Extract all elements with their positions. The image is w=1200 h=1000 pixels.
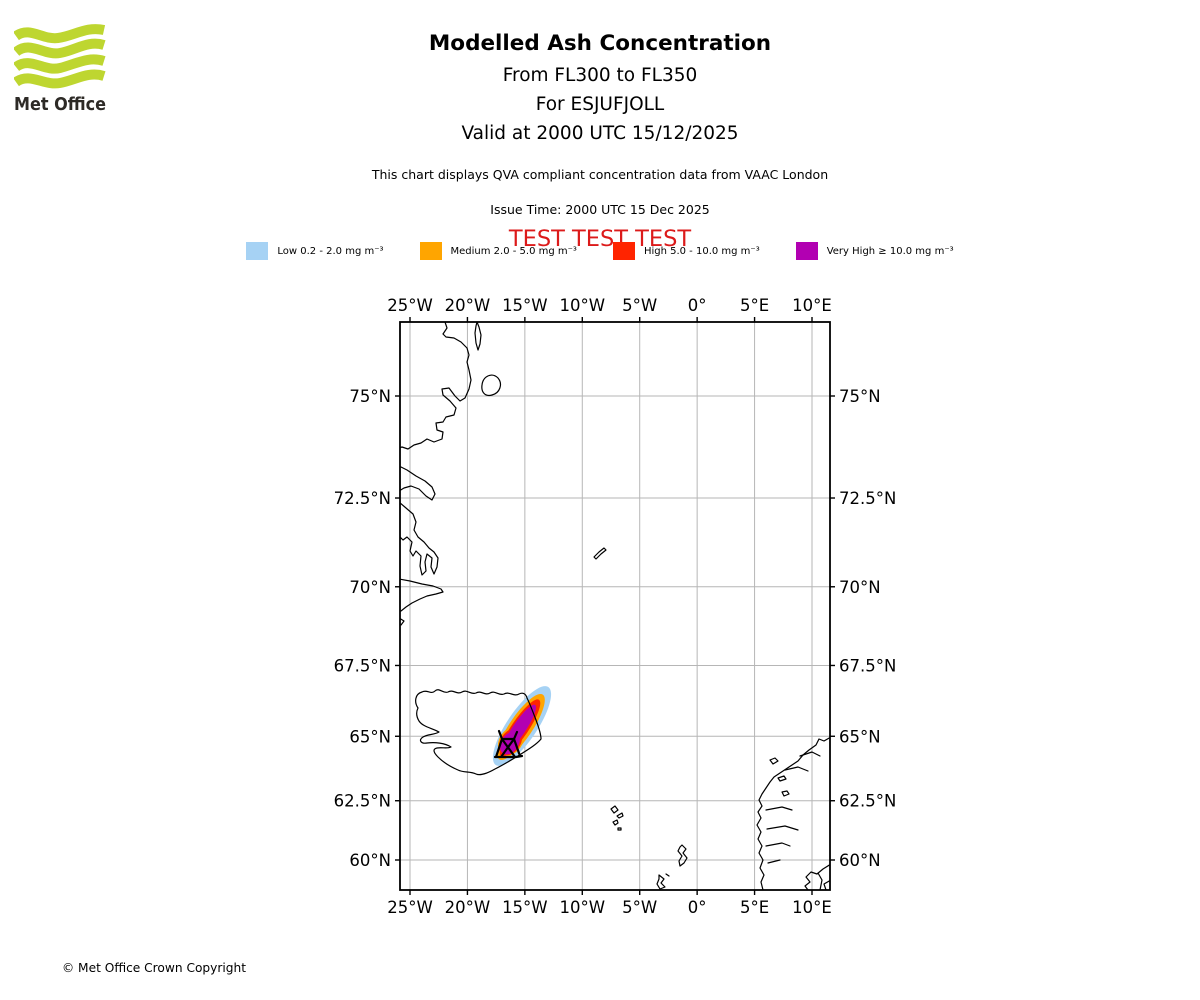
- coast-greenland-island: [474, 322, 482, 351]
- svg-text:70°N: 70°N: [349, 578, 391, 597]
- coast-norway-fjord-2: [766, 825, 799, 831]
- coast-faroes-2: [616, 812, 624, 819]
- header: Modelled Ash Concentration From FL300 to…: [0, 31, 1200, 252]
- svg-text:67.5°N: 67.5°N: [334, 656, 391, 675]
- svg-text:15°W: 15°W: [502, 898, 548, 917]
- coast-iceland: [415, 689, 542, 776]
- svg-text:10°E: 10°E: [792, 296, 832, 315]
- coast-faroes-1: [610, 805, 619, 814]
- svg-text:62.5°N: 62.5°N: [839, 792, 896, 811]
- legend-item-high: High 5.0 - 10.0 mg m⁻³: [612, 242, 760, 260]
- legend-label-high: High 5.0 - 10.0 mg m⁻³: [643, 245, 760, 257]
- subtitle-volcano: For ESJUFJOLL: [535, 94, 665, 115]
- coast-greenland-peninsula: [481, 374, 502, 397]
- legend: Low 0.2 - 2.0 mg m⁻³ Medium 2.0 - 5.0 mg…: [0, 242, 1200, 260]
- coast-norway-fjord-4: [767, 859, 781, 864]
- map-graticule: [400, 322, 830, 890]
- coast-norway-south-fjord: [817, 872, 823, 890]
- coast-norway-island-2: [777, 775, 787, 782]
- svg-text:60°N: 60°N: [349, 851, 391, 870]
- coast-greenland-main: [400, 322, 472, 450]
- subtitle-flight-levels: From FL300 to FL350: [502, 65, 698, 86]
- svg-text:67.5°N: 67.5°N: [839, 656, 896, 675]
- issue-time: Issue Time: 2000 UTC 15 Dec 2025: [490, 202, 710, 217]
- svg-text:62.5°N: 62.5°N: [334, 792, 391, 811]
- svg-text:65°N: 65°N: [349, 727, 391, 746]
- map-border: [399, 321, 831, 891]
- svg-text:20°W: 20°W: [445, 898, 491, 917]
- legend-label-very-high: Very High ≥ 10.0 mg m⁻³: [826, 245, 954, 257]
- svg-text:20°W: 20°W: [445, 296, 491, 315]
- svg-text:60°N: 60°N: [839, 851, 881, 870]
- logo-text: Met Office: [14, 94, 106, 115]
- svg-text:10°E: 10°E: [792, 898, 832, 917]
- svg-text:0°: 0°: [688, 898, 707, 917]
- coast-norway-island-3: [781, 790, 790, 797]
- met-office-logo: Met Office: [14, 24, 106, 115]
- svg-text:72.5°N: 72.5°N: [334, 489, 391, 508]
- coast-shetland: [677, 844, 688, 867]
- svg-text:15°W: 15°W: [502, 296, 548, 315]
- map: 25°W 25°W 20°W 20°W 15°W 15°W 10°W 10°W 5°W 5°W 0°…: [334, 296, 897, 917]
- legend-label-low: Low 0.2 - 2.0 mg m⁻³: [277, 245, 384, 257]
- page-title: Modelled Ash Concentration: [428, 31, 772, 56]
- svg-text:5°E: 5°E: [740, 296, 769, 315]
- subtitle-valid-time: Valid at 2000 UTC 15/12/2025: [461, 123, 739, 144]
- svg-text:75°N: 75°N: [349, 387, 391, 406]
- svg-text:25°W: 25°W: [387, 296, 433, 315]
- svg-text:0°: 0°: [688, 296, 707, 315]
- map-background: [400, 322, 830, 890]
- coast-jan-mayen: [593, 547, 607, 560]
- svg-text:70°N: 70°N: [839, 578, 881, 597]
- qva-note: This chart displays QVA compliant concen…: [371, 167, 829, 182]
- coast-faroes-3: [612, 819, 619, 826]
- svg-text:5°W: 5°W: [622, 898, 657, 917]
- coast-norway-fjord-3: [765, 842, 791, 847]
- coast-orkney: [656, 874, 666, 890]
- legend-item-very-high: Very High ≥ 10.0 mg m⁻³: [795, 242, 954, 260]
- coast-greenland-south: [400, 578, 444, 613]
- coast-norway-fjord-6: [799, 751, 821, 757]
- volcano-marker: [493, 729, 524, 759]
- svg-text:10°W: 10°W: [560, 296, 606, 315]
- svg-text:5°E: 5°E: [740, 898, 769, 917]
- svg-text:10°W: 10°W: [560, 898, 606, 917]
- legend-swatch-high: [612, 242, 635, 260]
- coast-norway-island-1: [769, 757, 779, 765]
- map-panel: 25°W 25°W 20°W 20°W 15°W 15°W 10°W 10°W 5°W 5°W 0°…: [330, 290, 900, 920]
- legend-item-medium: Medium 2.0 - 5.0 mg m⁻³: [419, 242, 577, 260]
- coast-norway-south-fjord-2: [823, 879, 830, 890]
- axis-labels: 25°W 25°W 20°W 20°W 15°W 15°W 10°W 10°W 5°W 5°W 0°…: [334, 296, 897, 917]
- coast-norway-fjord-5: [784, 766, 809, 772]
- svg-text:5°W: 5°W: [622, 296, 657, 315]
- coast-norway-south: [804, 863, 830, 890]
- legend-swatch-medium: [419, 242, 442, 260]
- coast-greenland-fjord-1: [400, 465, 436, 501]
- coast-norway-fjord-1: [765, 806, 793, 811]
- coast-greenland-fjord-2: [400, 502, 439, 576]
- copyright-text: © Met Office Crown Copyright: [62, 961, 247, 975]
- svg-text:65°N: 65°N: [839, 727, 881, 746]
- svg-text:25°W: 25°W: [387, 898, 433, 917]
- coast-norway-main: [756, 736, 830, 890]
- coast-orkney-2: [665, 873, 670, 877]
- test-banner: TEST TEST TEST: [508, 226, 692, 252]
- legend-item-low: Low 0.2 - 2.0 mg m⁻³: [246, 242, 384, 260]
- svg-text:72.5°N: 72.5°N: [839, 489, 896, 508]
- legend-swatch-very-high: [795, 242, 818, 260]
- logo-waves-icon: [14, 24, 106, 89]
- coastlines: [400, 322, 830, 890]
- svg-text:75°N: 75°N: [839, 387, 881, 406]
- legend-label-medium: Medium 2.0 - 5.0 mg m⁻³: [450, 245, 577, 257]
- legend-swatch-low: [246, 242, 269, 260]
- coast-faroes-4: [617, 827, 622, 831]
